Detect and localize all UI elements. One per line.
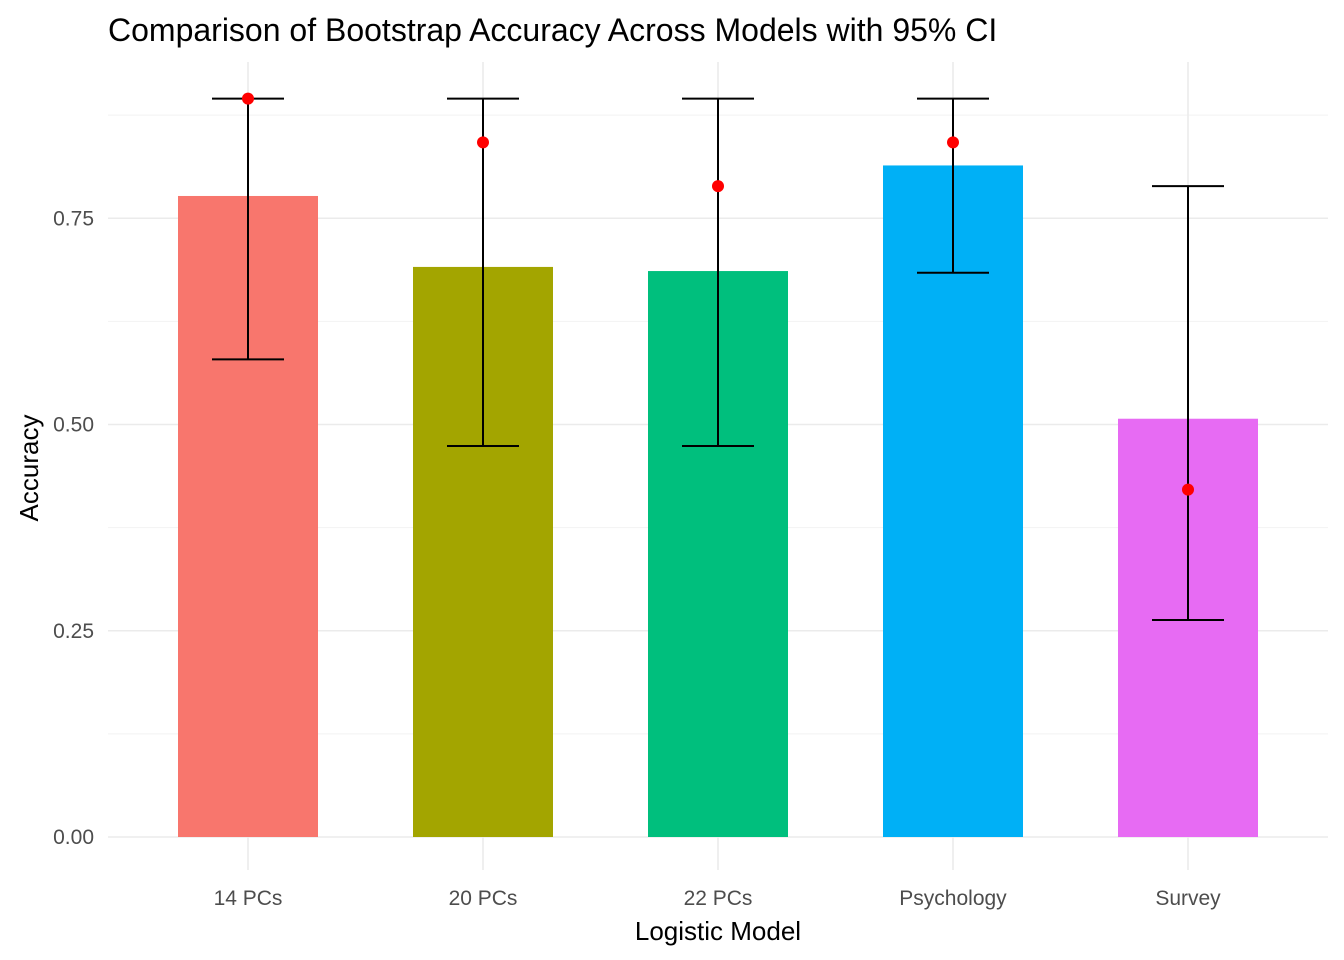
x-tick-label: 20 PCs bbox=[449, 887, 518, 910]
point-estimate bbox=[477, 136, 489, 149]
error-bar bbox=[682, 97, 754, 447]
point-estimates bbox=[242, 92, 1194, 496]
y-tick-label: 0.25 bbox=[53, 620, 94, 643]
error-bar bbox=[917, 97, 989, 274]
x-tick-label: Psychology bbox=[899, 887, 1007, 910]
x-tick-label: Survey bbox=[1155, 887, 1221, 910]
y-axis-title: Accuracy bbox=[14, 415, 44, 522]
y-tick-label: 0.00 bbox=[53, 826, 94, 849]
y-tick-label: 0.75 bbox=[53, 207, 94, 230]
x-axis-title: Logistic Model bbox=[635, 916, 801, 946]
bar bbox=[883, 165, 1023, 837]
y-axis-ticks: 0.00 0.25 0.50 0.75 bbox=[53, 207, 94, 849]
point-estimate bbox=[242, 92, 254, 105]
error-bar bbox=[447, 97, 519, 447]
point-estimate bbox=[712, 180, 724, 193]
error-bars bbox=[212, 97, 1224, 622]
x-tick-label: 22 PCs bbox=[684, 887, 753, 910]
x-axis-ticks: 14 PCs 20 PCs 22 PCs Psychology Survey bbox=[214, 887, 1222, 910]
y-tick-label: 0.50 bbox=[53, 414, 94, 437]
point-estimate bbox=[947, 136, 959, 149]
x-tick-label: 14 PCs bbox=[214, 887, 283, 910]
error-bar bbox=[1152, 185, 1224, 622]
chart-title: Comparison of Bootstrap Accuracy Across … bbox=[108, 12, 997, 48]
point-estimate bbox=[1182, 483, 1194, 496]
